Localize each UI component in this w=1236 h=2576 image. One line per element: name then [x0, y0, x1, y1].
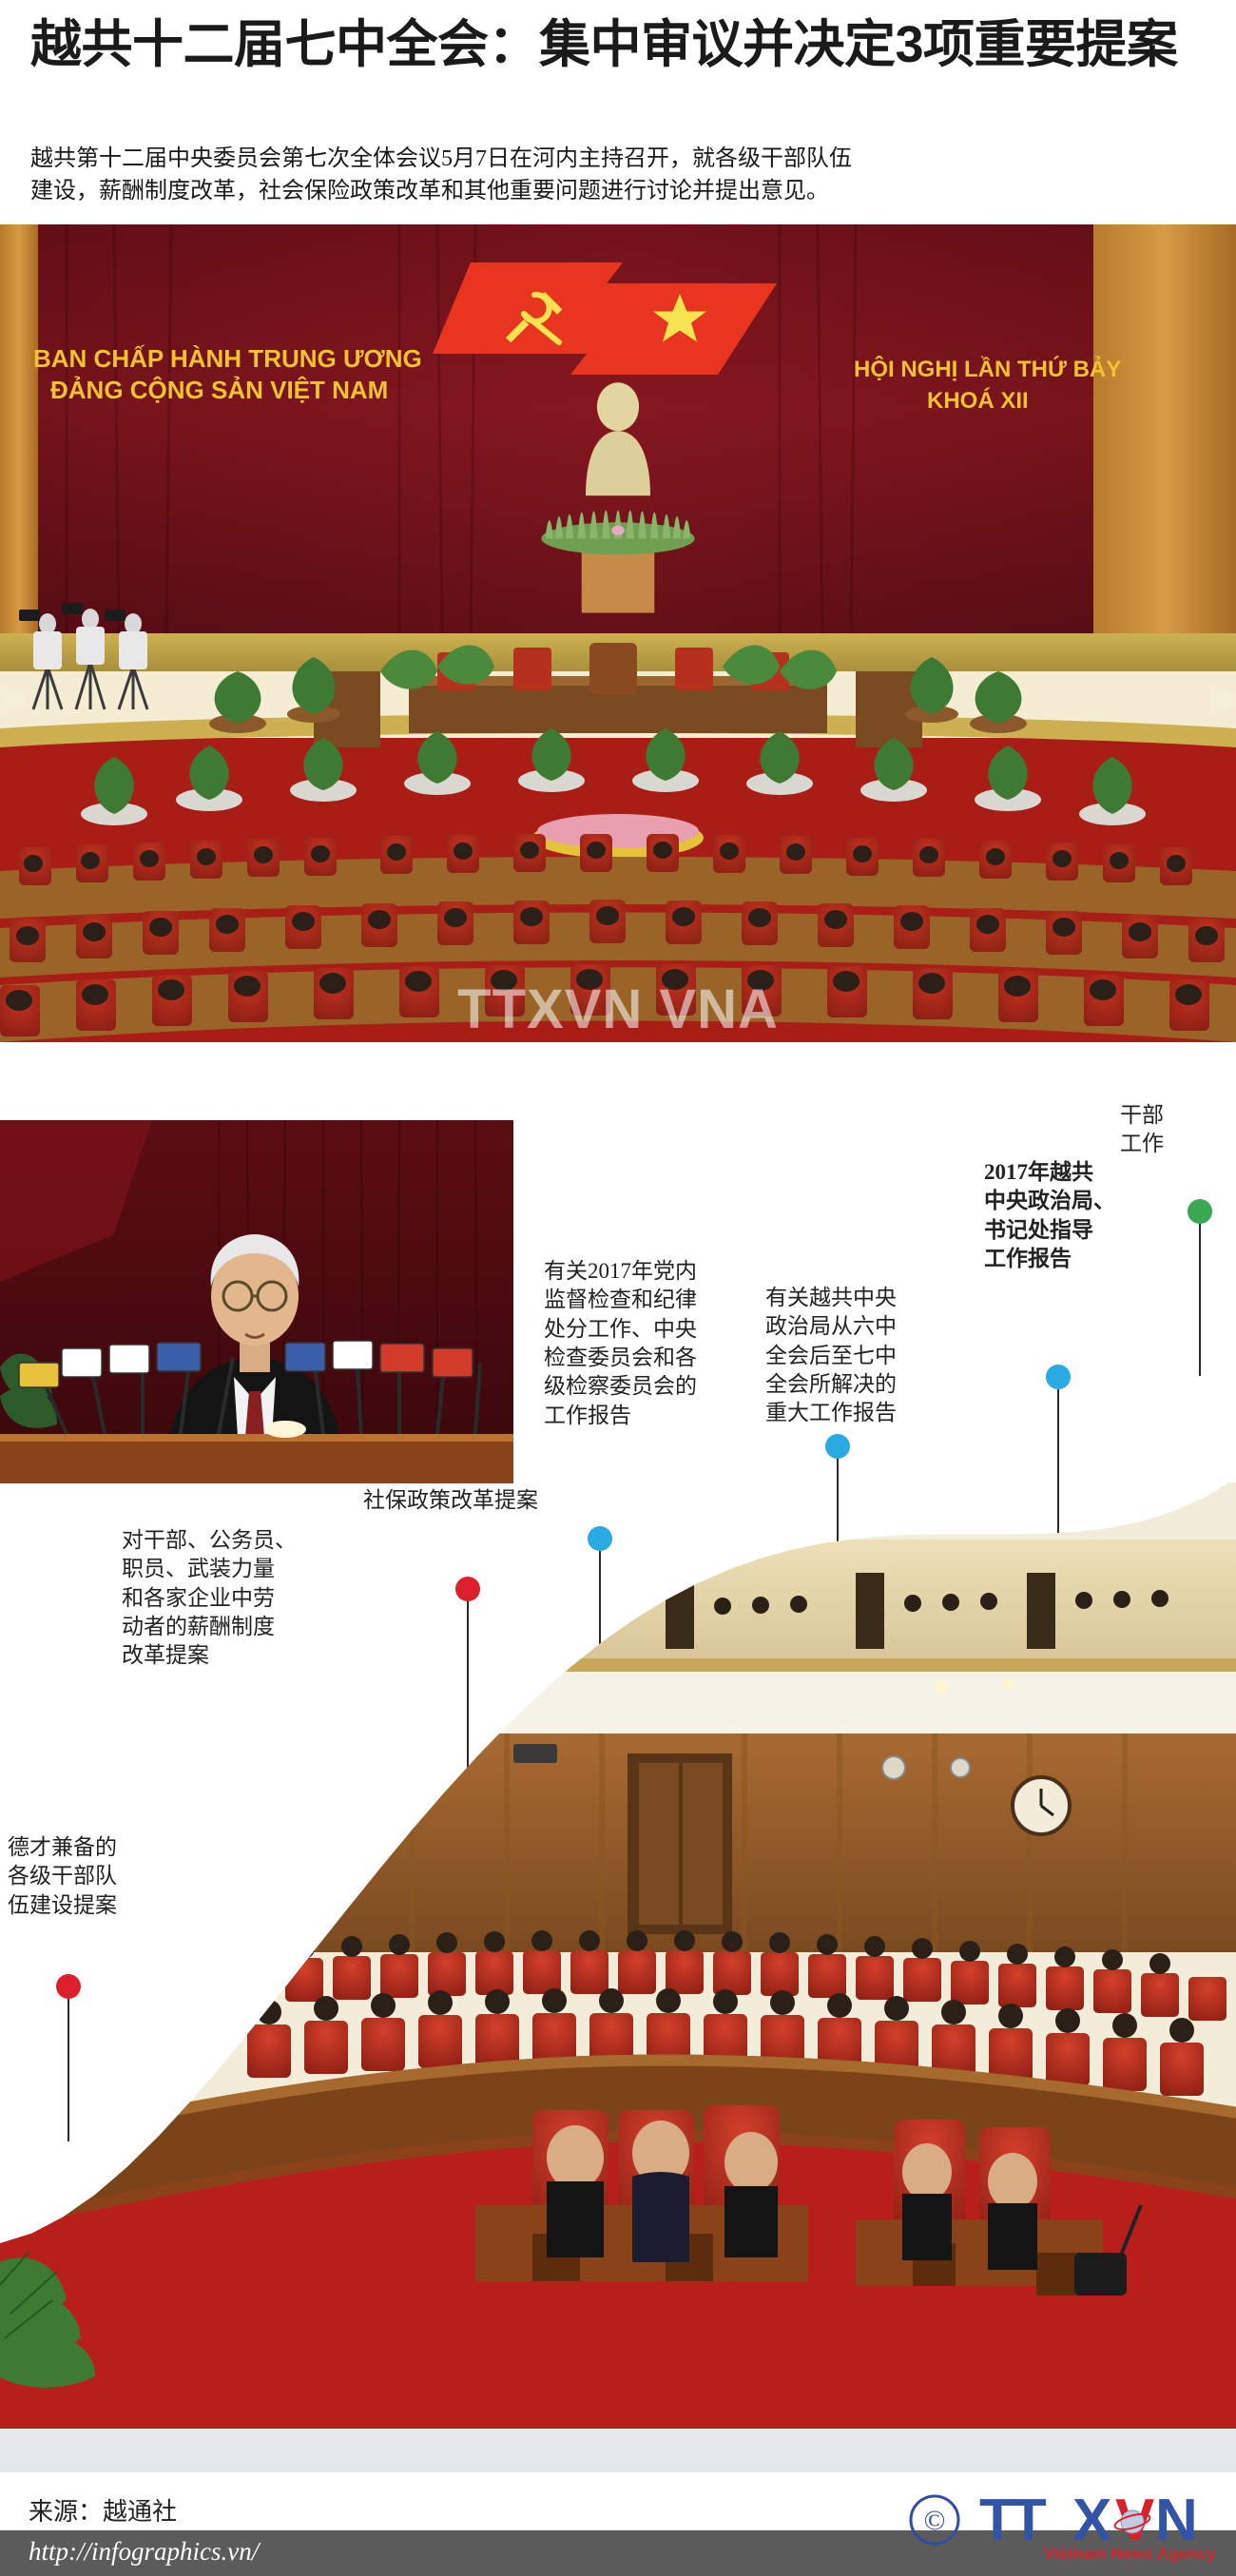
svg-text:Vietnam News Agency: Vietnam News Agency: [1044, 2545, 1216, 2563]
svg-text:©: ©: [924, 2505, 946, 2536]
svg-text:X: X: [1072, 2488, 1111, 2553]
svg-text:N: N: [1155, 2488, 1194, 2553]
svg-text:TT: TT: [979, 2488, 1047, 2553]
